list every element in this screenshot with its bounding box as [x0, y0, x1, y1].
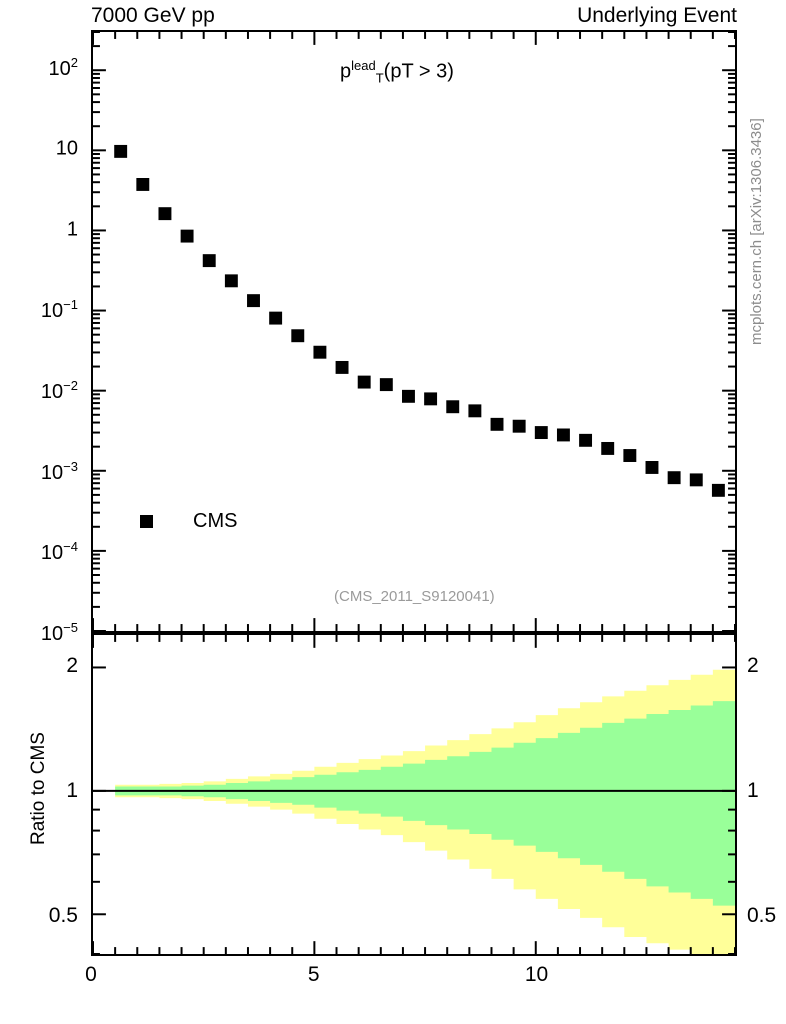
y-axis-tick-label: 1 — [66, 218, 78, 241]
data-point-marker — [534, 426, 548, 440]
data-point-marker — [247, 294, 260, 308]
watermark-label: mcplots.cern.ch [arXiv:1306.3436] — [748, 118, 765, 345]
main-plot-canvas — [93, 32, 735, 631]
data-point-marker — [269, 311, 283, 325]
data-point-marker — [424, 392, 438, 406]
data-point-marker — [556, 428, 570, 442]
ratio-y-tick-label-right: 0.5 — [747, 903, 777, 927]
x-axis-tick-label: 0 — [85, 963, 97, 986]
header-right-analysis: Underlying Event — [577, 4, 737, 27]
data-point-marker — [158, 207, 172, 221]
data-point-marker — [667, 471, 681, 485]
y-axis-tick-label: 10 — [55, 137, 78, 160]
x-axis-tick-label: 5 — [307, 963, 320, 986]
ratio-y-tick-label-left: 1 — [66, 778, 78, 802]
y-axis-tick-label: 102 — [48, 55, 78, 81]
data-point-marker — [468, 404, 482, 418]
data-point-marker — [490, 417, 504, 431]
y-axis-tick-label: 10−3 — [40, 458, 78, 484]
ratio-y-tick-label-left: 2 — [66, 653, 78, 677]
data-point-marker — [379, 378, 393, 392]
reference-id-label: (CMS_2011_S9120041) — [334, 588, 495, 605]
data-point-marker — [623, 449, 637, 462]
data-point-marker — [601, 441, 615, 455]
main-plot-panel — [91, 30, 737, 633]
legend: CMS — [140, 510, 237, 533]
y-axis-tick-label: 10−4 — [40, 539, 78, 565]
ratio-plot-panel — [91, 633, 737, 956]
data-point-marker — [711, 483, 725, 497]
data-point-marker — [291, 329, 305, 343]
plot-title: pleadT(pT > 3) — [340, 58, 454, 86]
data-point-marker — [335, 360, 349, 374]
data-point-marker — [224, 274, 238, 288]
data-point-marker — [180, 229, 194, 243]
plot-title-subscript: T — [375, 70, 384, 86]
y-axis-tick-label: 10−1 — [40, 297, 78, 323]
plot-title-base: p — [340, 60, 352, 83]
data-point-marker — [202, 254, 216, 268]
data-point-marker — [579, 433, 593, 447]
ratio-y-tick-label-left: 0.5 — [48, 903, 78, 927]
data-point-marker — [114, 144, 128, 158]
data-point-marker — [402, 389, 415, 403]
data-point-marker — [446, 400, 460, 414]
data-point-marker — [645, 461, 659, 474]
data-point-marker — [512, 419, 526, 433]
ratio-y-tick-label-right: 1 — [747, 778, 759, 802]
data-point-marker — [357, 375, 371, 389]
data-point-marker — [689, 473, 703, 487]
x-axis-tick-label: 10 — [524, 963, 549, 986]
legend-label-cms: CMS — [193, 510, 238, 532]
inner-green-band — [115, 701, 735, 906]
y-axis-tick-label: 10−2 — [40, 378, 78, 403]
filled-square-marker-icon — [140, 515, 153, 528]
plot-title-rest: (pT > 3) — [383, 60, 454, 83]
ratio-y-tick-label-right: 2 — [747, 653, 759, 677]
ratio-plot-canvas — [93, 635, 735, 954]
plot-title-superscript: lead — [351, 58, 376, 73]
data-point-marker — [313, 345, 327, 359]
data-point-marker — [136, 178, 150, 191]
y-axis-tick-label: 10−5 — [40, 620, 78, 645]
header-left-energy: 7000 GeV pp — [91, 4, 215, 27]
